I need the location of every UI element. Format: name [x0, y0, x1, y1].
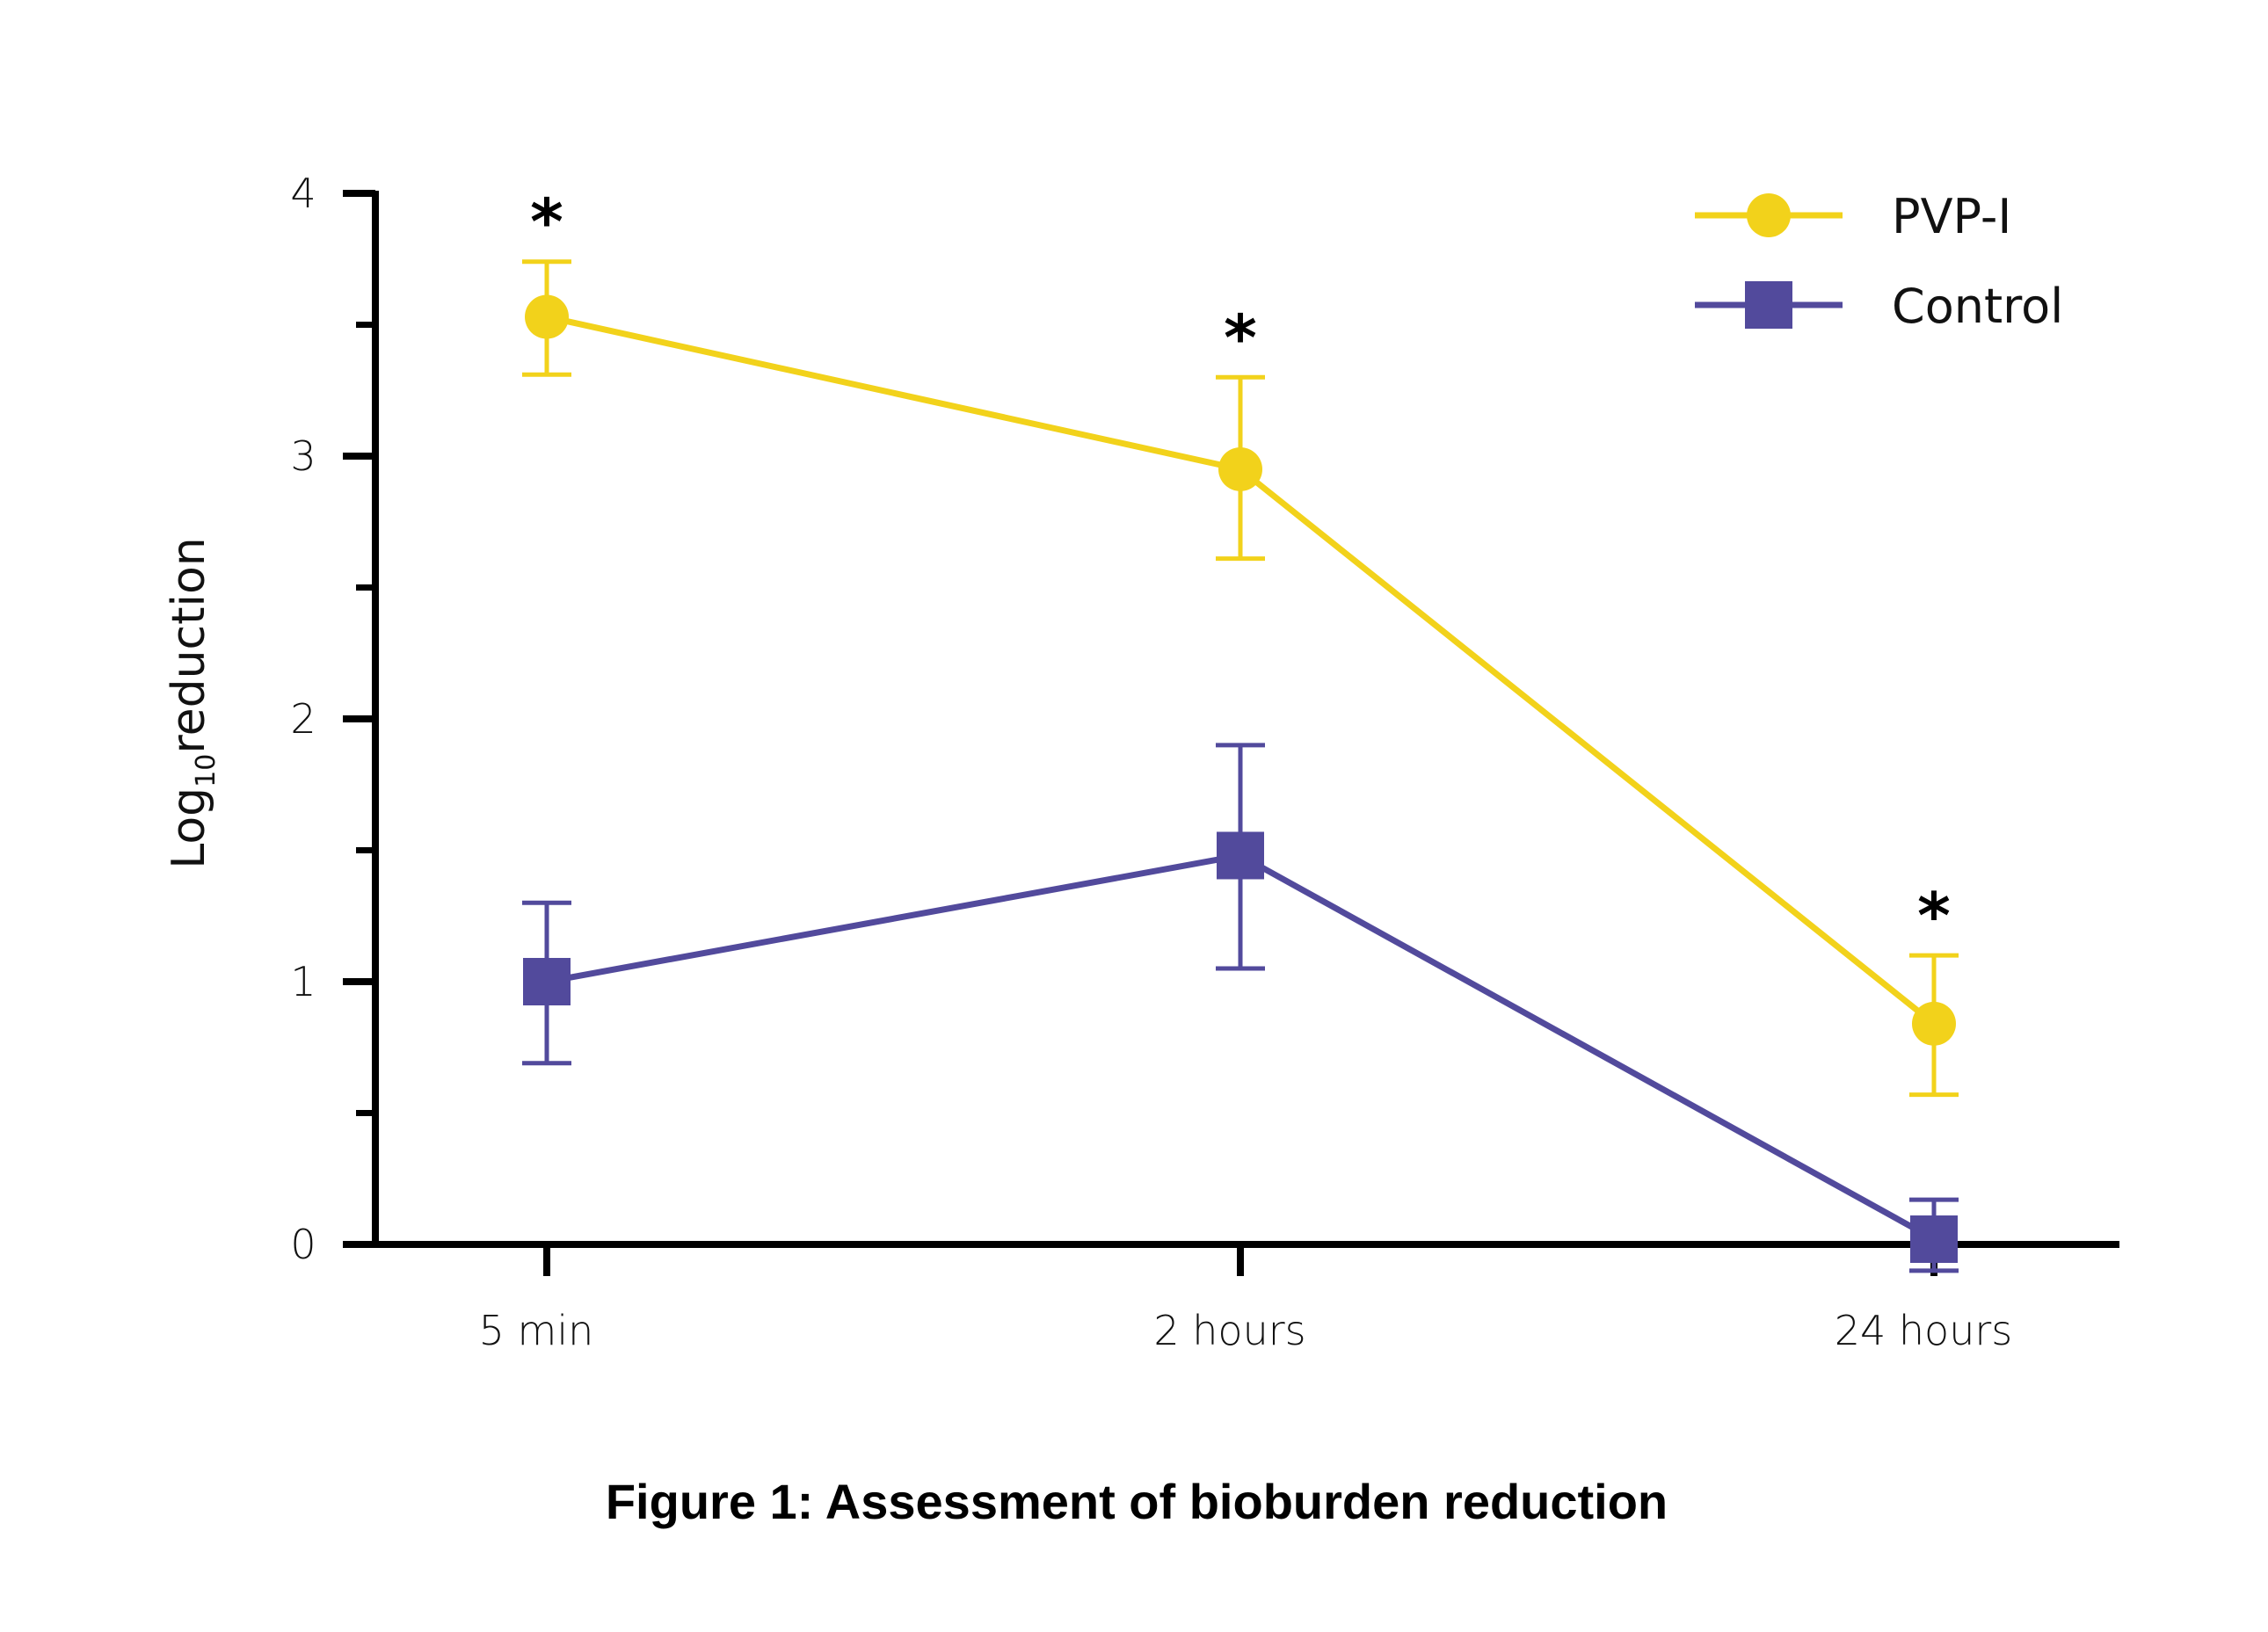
- y-tick-label: 2: [290, 695, 316, 743]
- x-tick-label: 2 hours: [1153, 1307, 1305, 1354]
- data-point: [1217, 831, 1264, 880]
- y-axis-label-subscript: 10: [191, 754, 222, 787]
- y-axis-label: Log10reduction: [163, 537, 222, 868]
- data-point: [1912, 1001, 1956, 1046]
- significance-marker: *: [1224, 301, 1257, 374]
- legend-item-control: Control: [1695, 279, 2063, 334]
- y-tick-label: 3: [290, 432, 316, 480]
- data-point: [1910, 1215, 1958, 1264]
- tick-labels: 0 1 2 3 4 5 min 2 hours 24 hours: [290, 170, 2012, 1354]
- legend-label: Control: [1892, 279, 2063, 334]
- series-layer: * * *: [522, 185, 1959, 1273]
- y-tick-label: 4: [290, 170, 316, 217]
- data-point: [525, 294, 569, 339]
- y-axis-label-main: Log: [163, 787, 215, 869]
- significance-marker: *: [530, 185, 563, 259]
- y-tick-label: 1: [290, 958, 316, 1005]
- legend-marker: [1745, 281, 1792, 329]
- significance-marker: *: [1917, 879, 1951, 953]
- y-tick-label: 0: [290, 1221, 316, 1268]
- x-tick-label: 5 min: [479, 1307, 594, 1354]
- data-point: [1218, 446, 1262, 491]
- series-control: [522, 743, 1959, 1273]
- legend-marker: [1747, 193, 1791, 237]
- series-pvp-i: * * *: [522, 185, 1959, 1098]
- legend-label: PVP-I: [1892, 189, 2011, 244]
- y-axis-label-rest: reduction: [163, 537, 215, 753]
- legend: PVP-I Control: [1695, 189, 2063, 334]
- data-point: [523, 958, 571, 1005]
- legend-item-pvp-i: PVP-I: [1695, 189, 2011, 244]
- x-tick-label: 24 hours: [1835, 1307, 2013, 1354]
- figure-caption: Figure 1: Assessment of bioburden reduct…: [606, 1474, 1668, 1529]
